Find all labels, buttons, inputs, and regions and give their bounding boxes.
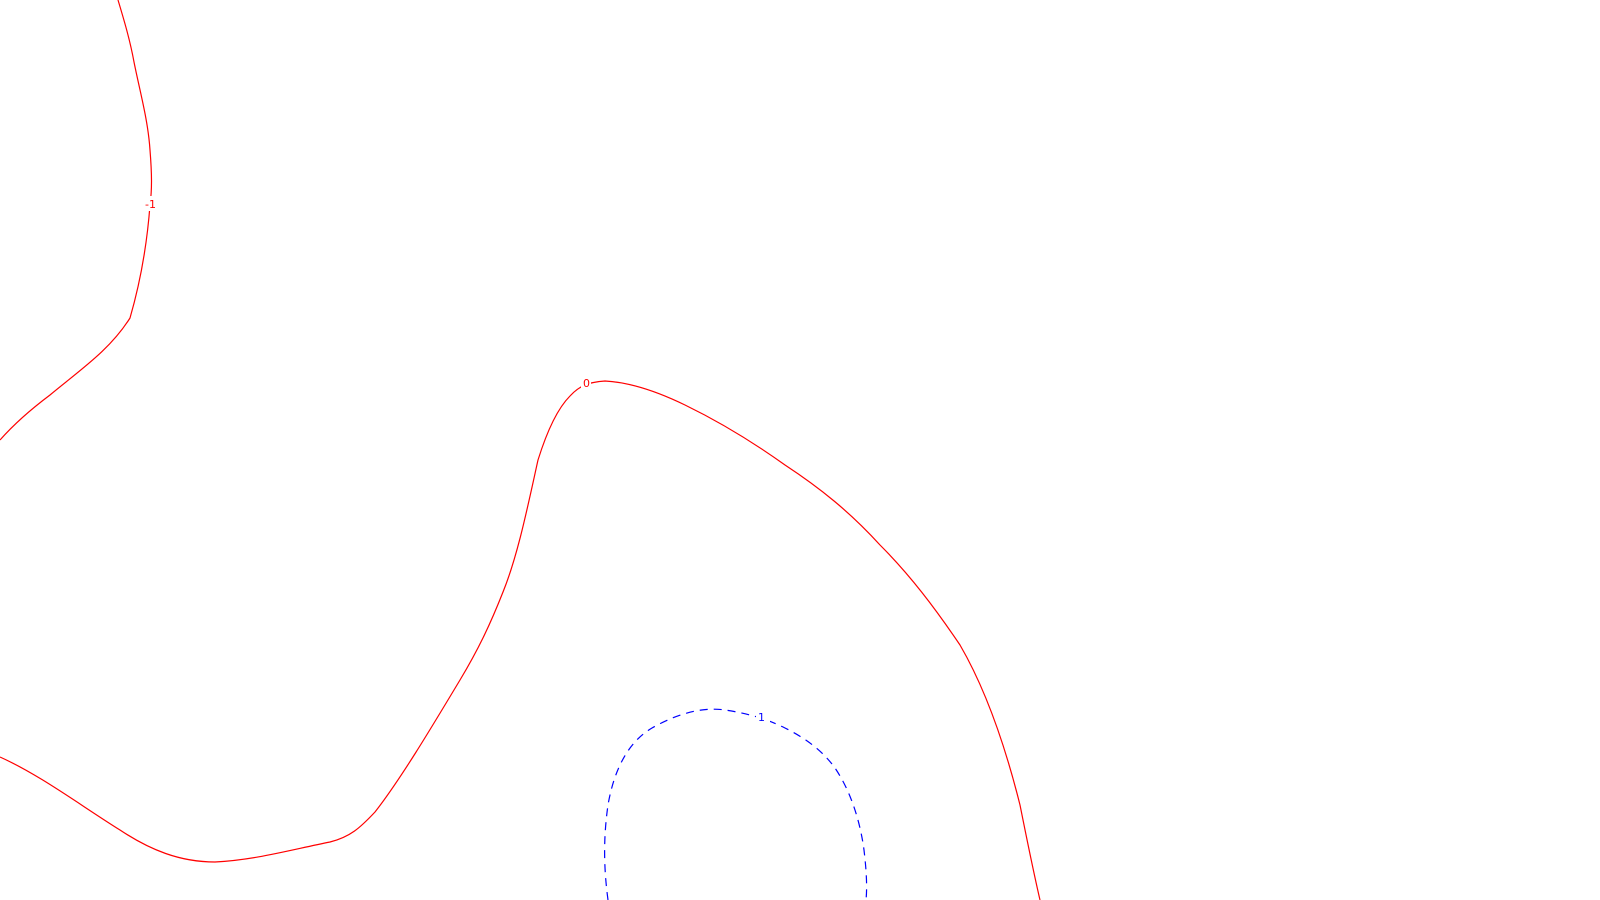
contour-line-level-1 [604, 708, 868, 900]
contour-label-bg [140, 196, 158, 211]
contour-line-level-neg1 [0, 0, 153, 441]
contour-label-bg [756, 710, 770, 724]
contour-label-level-1: 1 [758, 711, 765, 724]
contour-label-level-0: 0 [583, 377, 590, 390]
contour-label-bg [581, 376, 591, 389]
contour-label-level-neg1: -1 [145, 198, 156, 211]
contour-line-level-0 [0, 380, 1041, 900]
